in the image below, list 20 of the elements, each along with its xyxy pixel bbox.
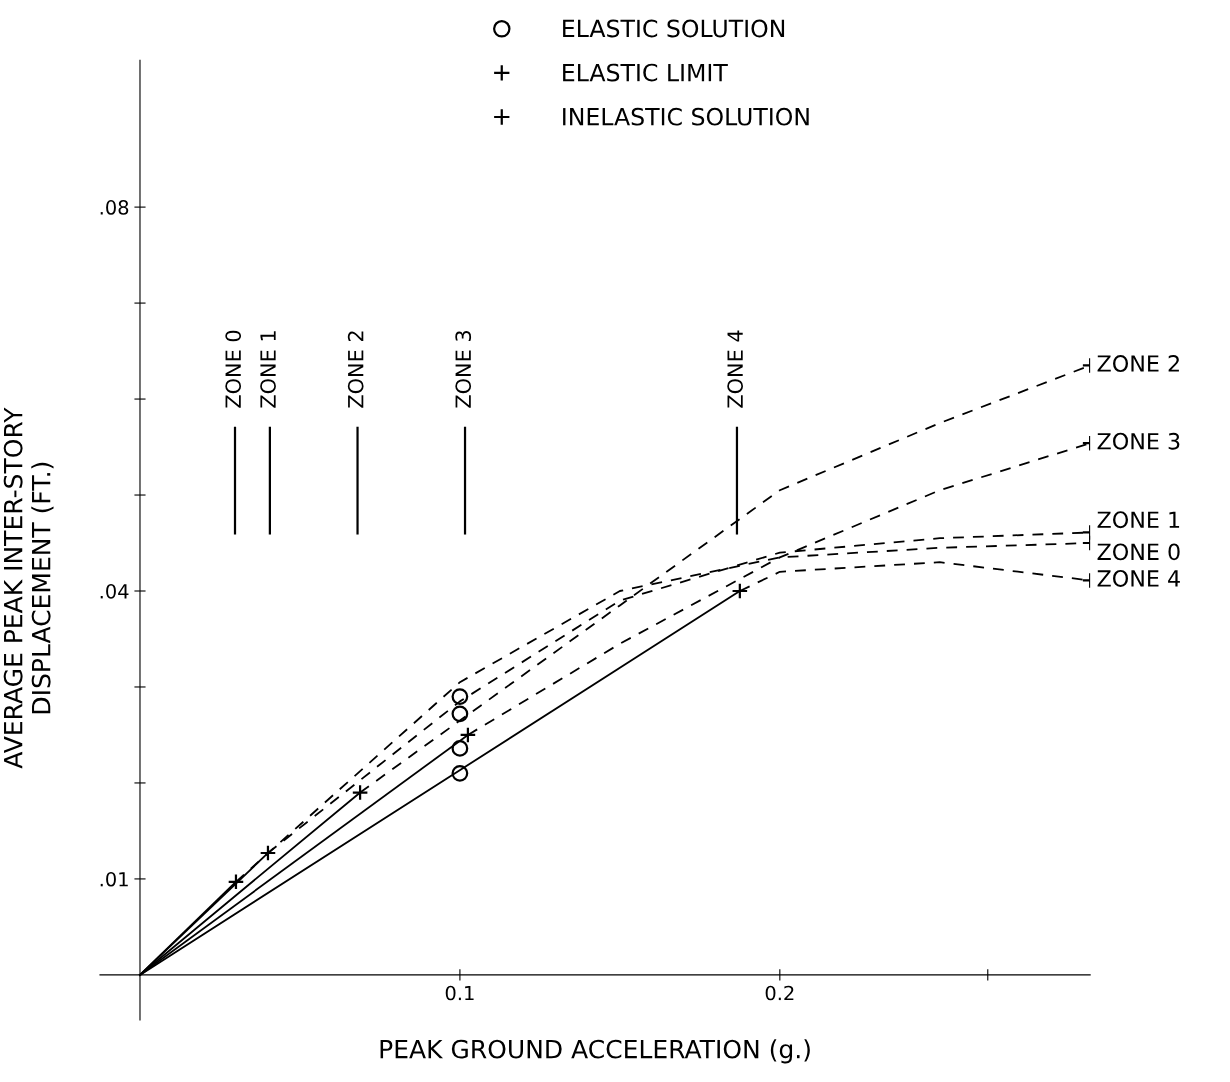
legend-label: INELASTIC SOLUTION — [563, 107, 809, 126]
y-tick-label: .04 — [100, 583, 129, 599]
y-tick-label: .01 — [100, 871, 128, 887]
ref-line-label: ZONE 3 — [455, 331, 472, 408]
x-tick-label: 0.1 — [445, 985, 474, 1001]
ref-line-label: ZONE 0 — [225, 330, 242, 408]
ref-line-label: ZONE 1 — [260, 331, 276, 408]
ref-line-label: ZONE 4 — [727, 330, 743, 408]
legend-label: ELASTIC LIMIT — [563, 63, 728, 82]
ref-line-label: ZONE 2 — [347, 331, 364, 408]
x-axis-title: PEAK GROUND ACCELERATION (g.) — [380, 1039, 810, 1064]
y-tick-label: .08 — [100, 200, 129, 215]
series-label: ZONE 1 — [1097, 511, 1180, 529]
legend-label: ELASTIC SOLUTION — [563, 19, 785, 38]
series-label: ZONE 3 — [1097, 432, 1180, 450]
x-tick-label: 0.2 — [765, 985, 794, 1001]
y-axis-title: AVERAGE PEAK INTER-STORY DISPLACEMENT (FT.) — [3, 407, 54, 769]
series-label: ZONE 2 — [1097, 355, 1179, 372]
series-label: ZONE 4 — [1097, 570, 1180, 587]
series-label: ZONE 0 — [1097, 543, 1180, 561]
